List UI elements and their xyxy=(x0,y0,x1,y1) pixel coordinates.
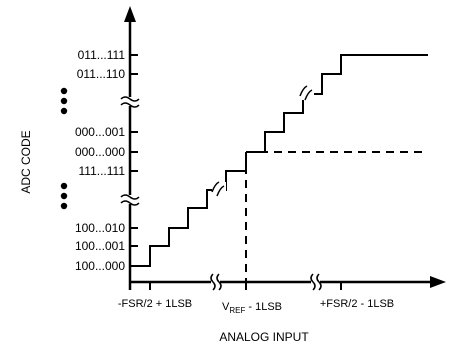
x-axis-title: ANALOG INPUT xyxy=(219,330,309,344)
y-axis-title: ADC CODE xyxy=(19,130,33,193)
y-axis-break-upper xyxy=(120,96,140,108)
vref-main: V xyxy=(222,301,230,313)
y-ellipsis-lower xyxy=(60,182,68,210)
y-axis-break-lower xyxy=(120,194,140,206)
y-code-100-001: 100...001 xyxy=(75,239,125,253)
y-axis-arrow xyxy=(124,6,136,22)
transfer-curve-upper xyxy=(246,54,428,153)
x-axis-break-right xyxy=(310,273,322,291)
y-code-000-000: 000...000 xyxy=(75,145,125,159)
x-tick-label-neg-fsr: -FSR/2 + 1LSB xyxy=(118,298,192,310)
x-axis-arrow xyxy=(430,276,446,288)
x-tick-label-vref: VREF - 1LSB xyxy=(222,301,282,315)
y-code-011-111: 011...111 xyxy=(78,48,126,62)
x-tick-label-pos-fsr: +FSR/2 - 1LSB xyxy=(320,298,394,310)
y-ellipsis-upper xyxy=(60,87,68,115)
y-code-011-110: 011...110 xyxy=(77,67,126,81)
curve-break-upper xyxy=(299,85,314,101)
x-tick-marks xyxy=(149,282,342,290)
transfer-curve-lower xyxy=(130,152,247,267)
vref-tail: - 1LSB xyxy=(245,301,282,313)
y-code-000-001: 000...001 xyxy=(75,125,125,139)
vref-subscript: REF xyxy=(229,306,245,315)
x-axis-break-left xyxy=(210,273,222,291)
curve-break-lower xyxy=(211,181,226,197)
y-code-100-010: 100...010 xyxy=(75,221,125,235)
y-code-111-111: 111...111 xyxy=(79,164,126,178)
y-code-100-000: 100...000 xyxy=(75,259,125,273)
y-tick-marks xyxy=(130,54,138,267)
